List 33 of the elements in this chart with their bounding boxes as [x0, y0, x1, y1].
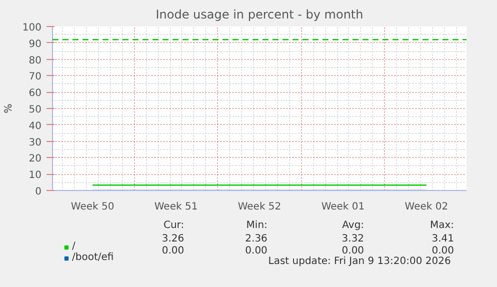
text: 2.36	[245, 234, 268, 244]
text: 0.00	[342, 246, 364, 256]
x-tick-label: Week 02	[404, 202, 448, 212]
y-axis-title: %	[3, 104, 14, 114]
y-tick-label: 0	[35, 186, 42, 198]
y-tick-label: 60	[28, 88, 42, 100]
x-tick-label: Week 52	[238, 202, 282, 212]
text: Last update: Fri Jan 9 13:20:00 2026	[268, 256, 451, 267]
text: 3.32	[342, 234, 364, 244]
y-tick-label: 50	[28, 104, 42, 116]
y-tick-label: 70	[28, 72, 42, 83]
text: Max:	[430, 220, 454, 231]
chart-title: Inode usage in percent - by month	[156, 8, 364, 22]
text: Cur:	[163, 220, 184, 231]
legend-label: /boot/efi	[72, 252, 114, 263]
text: Min:	[246, 220, 268, 231]
x-tick-label: Week 51	[154, 202, 198, 212]
text: Avg:	[342, 220, 364, 231]
text: 3.26	[162, 234, 184, 244]
y-tick-label: 10	[28, 170, 42, 182]
legend-label: /	[72, 241, 76, 252]
text: 0.00	[245, 246, 268, 256]
y-tick-label: 30	[28, 137, 42, 148]
text: 0.00	[162, 246, 184, 256]
text: 3.41	[432, 234, 454, 244]
x-tick-label: Week 50	[70, 202, 114, 212]
text: 0.00	[432, 246, 454, 256]
y-tick-label: 90	[28, 38, 42, 50]
y-tick-label: 20	[28, 154, 42, 165]
y-tick-label: 100	[22, 22, 42, 34]
y-tick-label: 40	[28, 120, 42, 132]
x-tick-label: Week 01	[321, 202, 365, 212]
y-tick-label: 80	[28, 55, 42, 66]
